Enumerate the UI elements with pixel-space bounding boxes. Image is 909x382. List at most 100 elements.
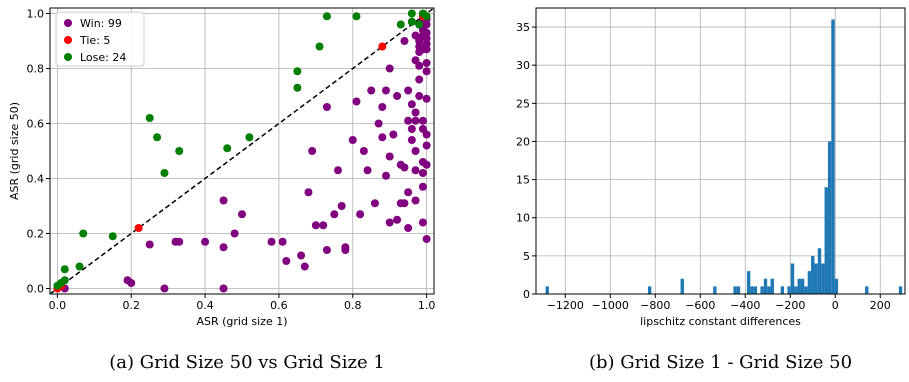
x-tick-label: −800 bbox=[640, 299, 670, 312]
data-point-tie bbox=[134, 224, 143, 232]
data-point-win bbox=[348, 136, 357, 144]
histogram-bar bbox=[797, 278, 801, 294]
data-point-win bbox=[418, 182, 427, 191]
y-tick-label: 25 bbox=[516, 97, 530, 110]
data-point-lose bbox=[108, 232, 117, 241]
data-point-win bbox=[400, 37, 409, 45]
legend-label: Tie: 5 bbox=[79, 34, 110, 47]
histogram-bar bbox=[733, 286, 737, 294]
histogram-bar bbox=[824, 187, 828, 294]
data-point-win bbox=[359, 147, 368, 155]
data-point-win bbox=[422, 20, 431, 29]
x-tick-label: 0.6 bbox=[270, 299, 288, 312]
histogram-bar bbox=[763, 278, 768, 294]
data-point-lose bbox=[407, 9, 416, 18]
data-point-win bbox=[304, 188, 313, 197]
data-point-win bbox=[219, 243, 228, 252]
x-tick-label: 0.8 bbox=[344, 299, 362, 312]
data-point-win bbox=[308, 147, 317, 155]
data-point-lose bbox=[175, 147, 184, 155]
data-point-win bbox=[267, 237, 276, 246]
data-point-lose bbox=[422, 12, 431, 21]
histogram-bar bbox=[746, 271, 751, 294]
data-point-lose bbox=[160, 169, 169, 177]
data-point-win bbox=[404, 224, 413, 232]
legend-marker bbox=[64, 53, 72, 61]
data-point-win bbox=[282, 257, 291, 265]
data-point-win bbox=[415, 75, 424, 84]
data-point-win bbox=[411, 108, 420, 117]
data-point-win bbox=[418, 169, 427, 177]
data-point-lose bbox=[396, 20, 405, 29]
data-point-lose bbox=[75, 262, 84, 271]
data-point-win bbox=[127, 279, 136, 287]
data-point-win bbox=[367, 86, 376, 95]
y-tick-label: 0.2 bbox=[27, 228, 45, 241]
data-point-win bbox=[385, 152, 394, 161]
data-point-win bbox=[278, 237, 287, 246]
data-point-lose bbox=[223, 144, 232, 153]
data-point-win bbox=[385, 64, 394, 73]
legend: Win: 99 Tie: 5 Lose: 24 bbox=[55, 11, 145, 67]
data-point-win bbox=[230, 229, 239, 238]
caption-a: (a) Grid Size 50 vs Grid Size 1 bbox=[109, 352, 385, 373]
data-point-win bbox=[393, 215, 402, 224]
histogram-bar bbox=[807, 271, 812, 294]
data-point-win bbox=[404, 188, 413, 197]
histogram-bar bbox=[811, 255, 815, 294]
data-point-win bbox=[411, 147, 420, 155]
histogram-bar bbox=[814, 263, 818, 294]
data-point-lose bbox=[352, 12, 361, 21]
scatter-y-ticks: 0.0 0.2 0.4 0.6 0.8 1.0 bbox=[27, 8, 50, 296]
scatter-x-axis-label: ASR (grid size 1) bbox=[196, 315, 287, 328]
legend-label: Lose: 24 bbox=[80, 51, 126, 64]
data-point-win bbox=[407, 136, 416, 144]
data-point-win bbox=[219, 196, 228, 205]
data-point-lose bbox=[415, 20, 424, 29]
data-point-win bbox=[422, 130, 431, 139]
scatter-x-ticks: 0.0 0.2 0.4 0.6 0.8 1.0 bbox=[49, 294, 435, 312]
data-point-win bbox=[400, 199, 409, 208]
data-point-win bbox=[411, 116, 420, 125]
x-tick-label: −1000 bbox=[592, 299, 629, 312]
histogram-bar bbox=[790, 263, 795, 294]
histogram-bar bbox=[794, 286, 798, 294]
histogram-bar bbox=[760, 286, 764, 294]
caption-b: (b) Grid Size 1 - Grid Size 50 bbox=[589, 352, 852, 373]
data-point-tie bbox=[378, 42, 387, 51]
histogram-bar bbox=[865, 286, 869, 294]
histogram-x-ticks: −1200 −1000 −800 −600 −400 −200 0 200 bbox=[547, 294, 891, 312]
data-point-lose bbox=[293, 83, 302, 92]
data-point-win bbox=[415, 92, 424, 100]
histogram-bar bbox=[898, 286, 903, 294]
legend-box bbox=[55, 11, 145, 67]
data-point-lose bbox=[315, 42, 324, 51]
data-point-lose bbox=[60, 276, 69, 285]
histogram-bar bbox=[821, 263, 825, 294]
data-point-win bbox=[160, 284, 169, 293]
data-point-lose bbox=[245, 133, 254, 142]
y-tick-label: 0.0 bbox=[27, 283, 45, 296]
data-point-lose bbox=[322, 12, 331, 21]
histogram-frame bbox=[535, 7, 906, 295]
data-point-win bbox=[389, 130, 398, 139]
histogram-bar bbox=[834, 278, 839, 294]
data-point-win bbox=[422, 94, 431, 103]
data-point-win bbox=[404, 86, 413, 95]
data-point-win bbox=[319, 221, 328, 230]
legend-marker bbox=[64, 19, 72, 27]
data-point-win bbox=[422, 39, 431, 48]
data-point-win bbox=[330, 210, 339, 219]
y-tick-label: 5 bbox=[523, 250, 530, 263]
x-tick-label: −200 bbox=[775, 299, 805, 312]
histogram-bar bbox=[750, 286, 754, 294]
histogram-bars bbox=[545, 19, 903, 294]
data-point-win bbox=[404, 116, 413, 125]
x-tick-label: −400 bbox=[730, 299, 760, 312]
x-tick-label: −600 bbox=[685, 299, 715, 312]
histogram-bar bbox=[780, 286, 785, 294]
data-point-win bbox=[422, 67, 431, 76]
scatter-y-axis-label: ASR (grid size 50) bbox=[8, 102, 21, 200]
y-tick-label: 0 bbox=[523, 288, 530, 301]
data-point-lose bbox=[293, 67, 302, 76]
